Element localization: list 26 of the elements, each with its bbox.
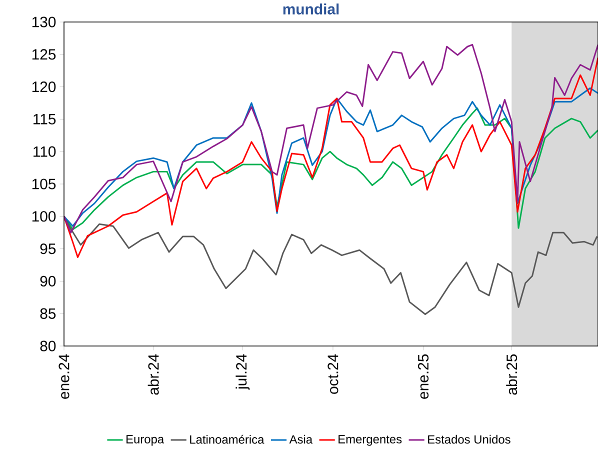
legend-label: Estados Unidos xyxy=(428,434,510,444)
line-series xyxy=(64,87,598,227)
legend-label: Latinoamérica xyxy=(190,434,264,444)
line-series xyxy=(64,44,598,234)
line-series xyxy=(64,56,598,258)
y-tick-label: 100 xyxy=(32,211,56,222)
y-tick-label: 115 xyxy=(34,114,56,124)
x-tick-label: jul.24 xyxy=(236,354,250,390)
y-tick-label: 125 xyxy=(32,49,56,60)
legend-label: Emergentes xyxy=(338,435,402,446)
y-tick-label: 130 xyxy=(32,16,56,28)
chart-title: mundial xyxy=(283,4,339,14)
x-tick-label: oct.24 xyxy=(328,354,338,394)
x-tick-label: ene.25 xyxy=(418,354,429,399)
legend-label: Asia xyxy=(289,434,313,444)
y-tick-label: 85 xyxy=(40,308,56,319)
y-tick-label: 105 xyxy=(32,178,56,190)
x-tick-label: abr.24 xyxy=(148,354,159,395)
y-tick-label: 80 xyxy=(40,340,56,352)
y-tick-label: 95 xyxy=(40,244,56,254)
legend-label: Europa xyxy=(126,435,164,446)
y-tick-label: 120 xyxy=(32,82,56,92)
x-tick-label: ene.24 xyxy=(58,354,70,399)
y-tick-label: 110 xyxy=(34,146,56,157)
x-tick-label: abr.25 xyxy=(506,354,518,395)
y-tick-label: 90 xyxy=(40,276,56,286)
